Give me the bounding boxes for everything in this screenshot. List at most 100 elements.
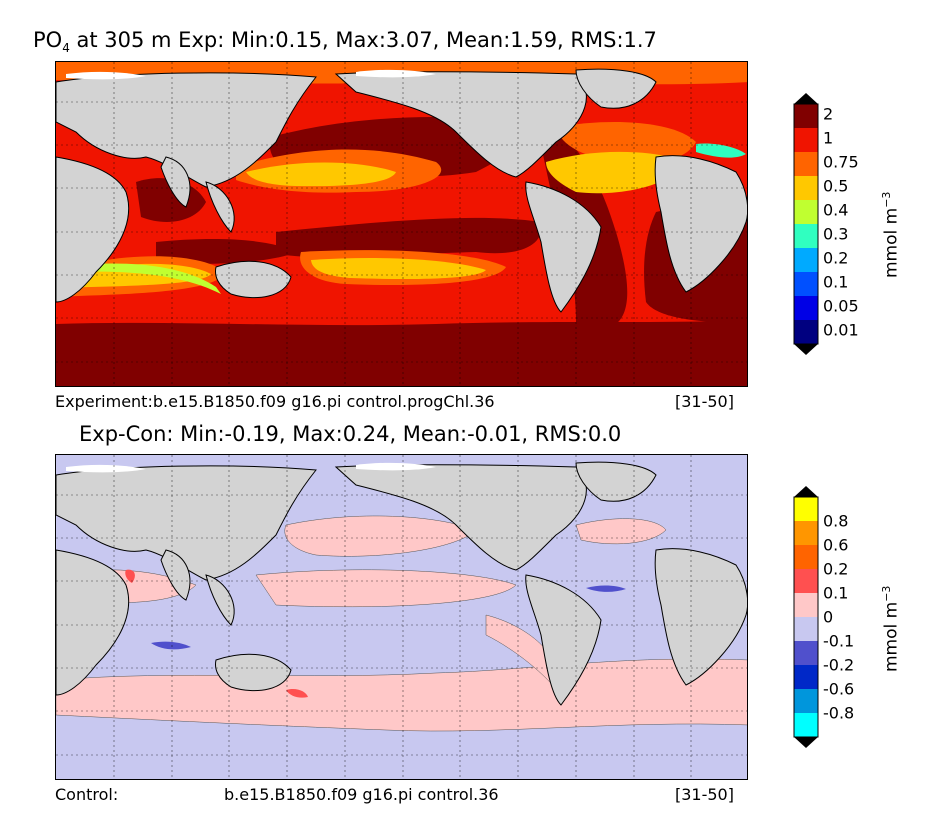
bottom-colorbar: [793, 486, 819, 748]
colorbar-tick-label: 1: [823, 128, 834, 148]
colorbar-swatch: [794, 569, 818, 594]
colorbar-swatch: [794, 320, 818, 345]
colorbar-extend-min: [794, 344, 818, 355]
colorbar-extend-max: [794, 486, 818, 497]
strong-positive: [286, 688, 308, 698]
land-greenland: [575, 68, 657, 109]
colorbar-tick-label: 0.2: [823, 248, 849, 268]
land-australia: [215, 260, 292, 299]
colorbar-tick-label: 0.6: [823, 535, 849, 555]
land-south-america: [525, 181, 602, 313]
negative-anomaly: [151, 641, 191, 650]
top-colorbar-unit: mmol m−3: [880, 192, 902, 278]
unit-exponent: −3: [880, 585, 893, 602]
unit-exponent: −3: [880, 191, 893, 208]
south-pacific-gyre-yellow: [311, 258, 486, 280]
positive-anomaly: [255, 569, 517, 608]
bottom-colorbar-svg: [793, 486, 819, 748]
colorbar-swatch: [794, 224, 818, 249]
title-variable-subscript: 4: [62, 41, 70, 56]
colorbar-swatch: [794, 713, 818, 738]
colorbar-swatch: [794, 248, 818, 273]
land-north-america: [334, 71, 587, 178]
colorbar-swatch: [794, 296, 818, 321]
bottom-map-title: Exp-Con: Min:-0.19, Max:0.24, Mean:-0.01…: [79, 422, 622, 446]
land-india: [160, 156, 191, 208]
land-africa-east: [654, 548, 747, 686]
land-australia: [215, 653, 292, 692]
land-india: [160, 549, 191, 601]
ice-patch: [356, 462, 436, 471]
colorbar-extend-min: [794, 737, 818, 748]
bottom-colorbar-unit: mmol m−3: [880, 586, 902, 672]
colorbar-swatch: [794, 272, 818, 297]
positive-anomaly: [575, 518, 667, 545]
land-eurasia: [56, 465, 317, 581]
negative-anomaly: [586, 585, 626, 592]
unit-text: mmol m: [881, 207, 902, 278]
top-caption-experiment: Experiment:b.e15.B1850.f09 g16.pi contro…: [55, 392, 495, 411]
colorbar-tick-label: 0.5: [823, 176, 849, 196]
ice-patch: [356, 69, 436, 78]
colorbar-swatch: [794, 665, 818, 690]
graticule: [56, 455, 747, 779]
bottom-map-panel: [55, 454, 748, 780]
top-map-svg: [56, 62, 747, 386]
ice-patch: [66, 464, 146, 473]
land-north-america: [334, 464, 587, 571]
colorbar-tick-label: 0.01: [823, 320, 859, 340]
colorbar-frame: [793, 103, 819, 345]
top-map-title: PO4 at 305 m Exp: Min:0.15, Max:3.07, Me…: [33, 28, 657, 55]
land-south-america: [525, 574, 602, 706]
colorbar-tick-label: 0.05: [823, 296, 859, 316]
colorbar-tick-label: -0.1: [823, 631, 855, 651]
colorbar-swatch: [794, 176, 818, 201]
colorbar-swatch: [794, 545, 818, 570]
colorbar-swatch: [794, 200, 818, 225]
colorbar-swatch: [794, 497, 818, 522]
colorbar-tick-label: -0.2: [823, 655, 855, 675]
top-colorbar: [793, 93, 819, 355]
bottom-caption-years: [31-50]: [675, 785, 734, 804]
land-africa-west: [56, 156, 130, 303]
colorbar-swatch: [794, 689, 818, 714]
top-caption-years: [31-50]: [675, 392, 734, 411]
north-atlantic-gyre-yellow: [546, 151, 686, 194]
strong-positive: [125, 569, 135, 583]
colorbar-swatch: [794, 521, 818, 546]
ice-patch: [66, 71, 146, 80]
colorbar-tick-label: 0.75: [823, 152, 859, 172]
indian-ocean-low-streak: [76, 263, 221, 294]
land-eurasia: [56, 72, 317, 188]
top-map-panel: [55, 61, 748, 387]
colorbar-tick-label: 0.8: [823, 511, 849, 531]
colorbar-tick-label: 0.2: [823, 559, 849, 579]
colorbar-tick-label: -0.8: [823, 703, 855, 723]
unit-text: mmol m: [881, 601, 902, 672]
land-greenland: [575, 461, 657, 502]
colorbar-swatch: [794, 641, 818, 666]
land-africa-west: [56, 549, 130, 696]
colorbar-swatch: [794, 128, 818, 153]
colorbar-tick-label: 0.1: [823, 583, 849, 603]
colorbar-swatch: [794, 617, 818, 642]
antarctic-shelf: [56, 356, 747, 386]
positive-anomaly: [284, 515, 477, 557]
colorbar-swatch: [794, 152, 818, 177]
title-variable: PO: [33, 28, 63, 52]
colorbar-extend-max: [794, 93, 818, 104]
title-stats: at 305 m Exp: Min:0.15, Max:3.07, Mean:1…: [69, 28, 657, 52]
colorbar-swatch: [794, 104, 818, 129]
colorbar-tick-label: 0.4: [823, 200, 849, 220]
colorbar-tick-label: 2: [823, 104, 834, 124]
colorbar-frame: [793, 496, 819, 738]
colorbar-tick-label: 0.3: [823, 224, 849, 244]
mediterranean-low: [696, 143, 746, 158]
indian-ocean-band: [156, 239, 296, 264]
colorbar-tick-label: 0.1: [823, 272, 849, 292]
colorbar-tick-label: -0.6: [823, 679, 855, 699]
bottom-caption-run: b.e15.B1850.f09 g16.pi control.36: [224, 785, 499, 804]
land-africa-east: [654, 155, 747, 293]
top-colorbar-svg: [793, 93, 819, 355]
graticule: [56, 62, 747, 386]
